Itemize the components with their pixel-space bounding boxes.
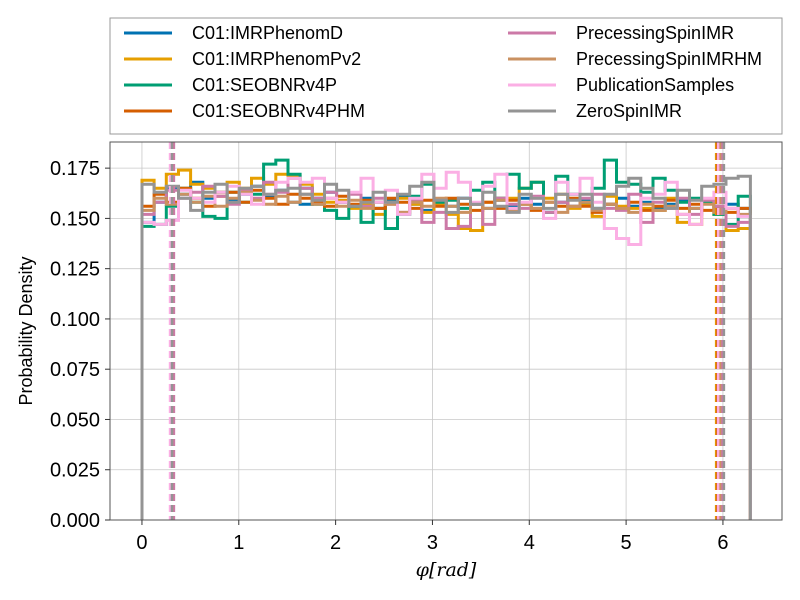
- plot-frame: [109, 141, 783, 521]
- x-tick-label: 3: [427, 532, 438, 554]
- legend-label: PrecessingSpinIMRHM: [576, 49, 762, 69]
- y-tick-label: 0.100: [50, 309, 100, 331]
- y-tick-label: 0.125: [50, 259, 100, 281]
- legend-label: C01:IMRPhenomPv2: [192, 49, 361, 69]
- y-axis-label: Probability Density: [16, 256, 36, 405]
- series-line-0: [140, 180, 752, 520]
- series-line-4: [140, 176, 752, 520]
- plot-area: [109, 141, 783, 521]
- x-axis-ticks: 0 1 2 3 4 5 6: [136, 520, 728, 554]
- y-axis-ticks: 0.000 0.025 0.050 0.075 0.100 0.125 0.150 0.175: [50, 158, 110, 532]
- y-tick-label: 0.000: [50, 510, 100, 532]
- legend-box: [109, 17, 783, 135]
- series-line-7: [140, 174, 752, 520]
- legend-label: ZeroSpinIMR: [576, 101, 682, 121]
- series-layer: [140, 158, 752, 520]
- legend-label: PrecessingSpinIMR: [576, 23, 734, 43]
- x-tick-label: 6: [717, 532, 728, 554]
- legend-label: C01:SEOBNRv4P: [192, 75, 337, 95]
- legend: C01:IMRPhenomD C01:IMRPhenomPv2 C01:SEOBNR…: [109, 17, 783, 135]
- y-tick-label: 0.175: [50, 158, 100, 180]
- y-tick-label: 0.150: [50, 208, 100, 230]
- x-tick-label: 1: [233, 532, 244, 554]
- median-markers-layer: [168, 142, 726, 520]
- legend-label: PublicationSamples: [576, 75, 734, 95]
- legend-label: C01:SEOBNRv4PHM: [192, 101, 365, 121]
- x-tick-label: 5: [621, 532, 632, 554]
- series-line-5: [140, 190, 752, 520]
- x-tick-label: 2: [330, 532, 341, 554]
- legend-label: C01:IMRPhenomD: [192, 23, 343, 43]
- y-tick-label: 0.075: [50, 359, 100, 381]
- series-line-3: [140, 186, 752, 520]
- x-axis-label: φ[rad]: [416, 559, 477, 581]
- x-tick-label: 4: [524, 532, 535, 554]
- x-tick-label: 0: [136, 532, 147, 554]
- y-tick-label: 0.050: [50, 409, 100, 431]
- y-tick-label: 0.025: [50, 460, 100, 482]
